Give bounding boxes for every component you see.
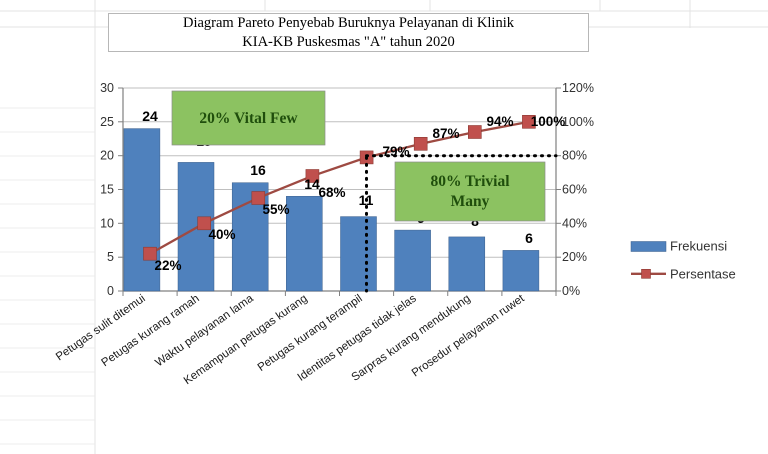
svg-text:30: 30 [100,81,114,95]
svg-text:Petugas kurang ramah: Petugas kurang ramah [100,293,202,370]
svg-text:5: 5 [107,250,114,264]
svg-text:10: 10 [100,216,114,230]
svg-text:Frekuensi: Frekuensi [670,239,727,254]
svg-text:25: 25 [100,115,114,129]
svg-text:120%: 120% [562,81,594,95]
svg-text:6: 6 [525,230,533,246]
svg-text:0: 0 [107,284,114,298]
svg-text:100%: 100% [531,114,566,129]
svg-text:0%: 0% [562,284,580,298]
svg-text:87%: 87% [432,126,459,141]
svg-text:Waktu pelayanan lama: Waktu pelayanan lama [153,292,256,369]
svg-text:68%: 68% [318,185,345,200]
svg-text:20% Vital Few: 20% Vital Few [199,110,298,127]
svg-text:22%: 22% [154,258,181,273]
svg-text:55%: 55% [262,202,289,217]
svg-text:94%: 94% [486,114,513,129]
svg-text:24: 24 [142,108,158,124]
svg-text:80%: 80% [562,149,587,163]
svg-text:20%: 20% [562,250,587,264]
svg-text:Petugas kurang terampil: Petugas kurang terampil [256,293,365,374]
svg-text:60%: 60% [562,183,587,197]
svg-text:16: 16 [250,162,266,178]
svg-text:40%: 40% [562,216,587,230]
svg-text:Many: Many [451,193,490,210]
svg-text:100%: 100% [562,115,594,129]
svg-text:Petugas sulit ditemui: Petugas sulit ditemui [54,293,148,364]
svg-text:Persentase: Persentase [670,266,736,281]
svg-text:15: 15 [100,183,114,197]
svg-text:40%: 40% [208,227,235,242]
svg-text:80% Trivial: 80% Trivial [430,173,510,190]
svg-text:20: 20 [100,149,114,163]
